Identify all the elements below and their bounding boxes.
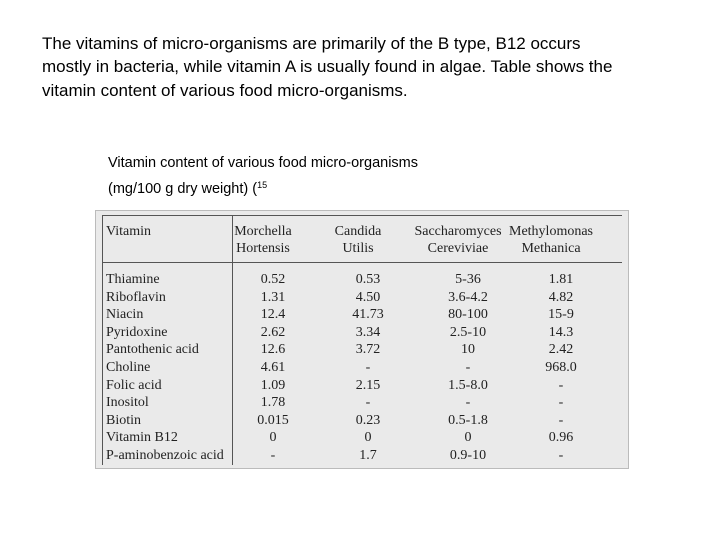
table-cell: 12.4 <box>260 307 286 323</box>
row-label: Choline <box>106 360 151 375</box>
table-cell: 4.50 <box>355 289 381 305</box>
column-header: Saccharomyces <box>414 224 502 239</box>
table-cell: - <box>558 412 564 428</box>
table-cell: 1.09 <box>260 377 286 393</box>
table-cell: 4.82 <box>548 289 574 305</box>
table-cell: - <box>365 395 371 411</box>
table-cell: 3.6-4.2 <box>448 289 488 305</box>
table-cell: - <box>270 448 276 463</box>
caption-line: Vitamin content of various food micro-or… <box>108 155 419 171</box>
table-rule <box>102 215 622 216</box>
caption-text: (mg/100 g dry weight) ( <box>108 181 258 197</box>
row-label: Vitamin B12 <box>106 430 178 446</box>
table-cell: 10 <box>461 342 475 358</box>
column-header: Methylomonas <box>509 224 593 239</box>
table-cell: 2.62 <box>260 324 286 340</box>
table-rule <box>232 215 233 465</box>
row-label: P-aminobenzoic acid <box>106 448 224 463</box>
row-label: Thiamine <box>106 272 160 287</box>
row-label: Folic acid <box>106 377 162 393</box>
row-label: Niacin <box>106 307 144 323</box>
column-header: Vitamin <box>106 224 152 239</box>
table-cell: 1.31 <box>260 289 286 305</box>
table-cell: 12.6 <box>260 342 286 358</box>
table: Vitamin Morchella Hortensis Candida Utilis Sa… <box>95 210 629 469</box>
table-cell: 0.23 <box>355 412 381 428</box>
table-cell: 0.5-1.8 <box>448 412 488 428</box>
table-cell: 3.72 <box>355 342 381 358</box>
table-cell: 0.53 <box>355 272 381 287</box>
paragraph-line: mostly in bacteria, while vitamin A is u… <box>42 57 613 76</box>
table-cell: 3.34 <box>355 324 381 340</box>
table-cell: 968.0 <box>545 360 577 375</box>
table-cell: 1.5-8.0 <box>448 377 488 393</box>
table-cell: 1.81 <box>548 272 574 287</box>
column-header: Utilis <box>342 241 374 256</box>
table-cell: 14.3 <box>548 324 574 340</box>
table-cell: 0.52 <box>260 272 286 287</box>
table-cell: - <box>465 360 471 375</box>
table-cell: 0 <box>269 430 277 446</box>
table-cell: 5-36 <box>455 272 481 287</box>
paragraph-line: The vitamins of micro-organisms are prim… <box>42 34 581 53</box>
paragraph-line: vitamin content of various food micro-or… <box>42 81 408 100</box>
table-cell: 0 <box>364 430 372 446</box>
table-cell: - <box>365 360 371 375</box>
column-header: Morchella <box>234 224 292 239</box>
table-rule <box>102 215 103 465</box>
table-cell: - <box>558 448 564 463</box>
table-cell: 41.73 <box>352 307 384 323</box>
row-label: Pantothenic acid <box>106 342 199 358</box>
table-cell: 0.9-10 <box>449 448 487 463</box>
table-cell: 0.96 <box>548 430 574 446</box>
table-cell: - <box>558 395 564 411</box>
row-label: Pyridoxine <box>106 324 168 340</box>
table-cell: 2.5-10 <box>449 324 487 340</box>
column-header: Hortensis <box>236 241 290 256</box>
table-cell: - <box>558 377 564 393</box>
table-cell: 0.015 <box>257 412 289 428</box>
table-cell: 4.61 <box>260 360 286 375</box>
table-cell: 2.15 <box>355 377 381 393</box>
row-label: Biotin <box>106 412 142 428</box>
column-header: Cereviviae <box>427 241 489 256</box>
table-cell: 15-9 <box>548 307 574 323</box>
row-label: Inositol <box>106 395 149 411</box>
caption-line: (mg/100 g dry weight) (15 <box>108 175 267 199</box>
table-cell: 0 <box>464 430 472 446</box>
column-header: Methanica <box>521 241 581 256</box>
table-cell: 2.42 <box>548 342 574 358</box>
table-cell: 1.7 <box>359 448 377 463</box>
table-cell: 80-100 <box>448 307 488 323</box>
column-header: Candida <box>334 224 382 239</box>
table-cell: 1.78 <box>260 395 286 411</box>
table-rule <box>102 262 622 263</box>
row-label: Riboflavin <box>106 289 166 305</box>
caption-superscript: 15 <box>257 180 268 190</box>
table-cell: - <box>465 395 471 411</box>
